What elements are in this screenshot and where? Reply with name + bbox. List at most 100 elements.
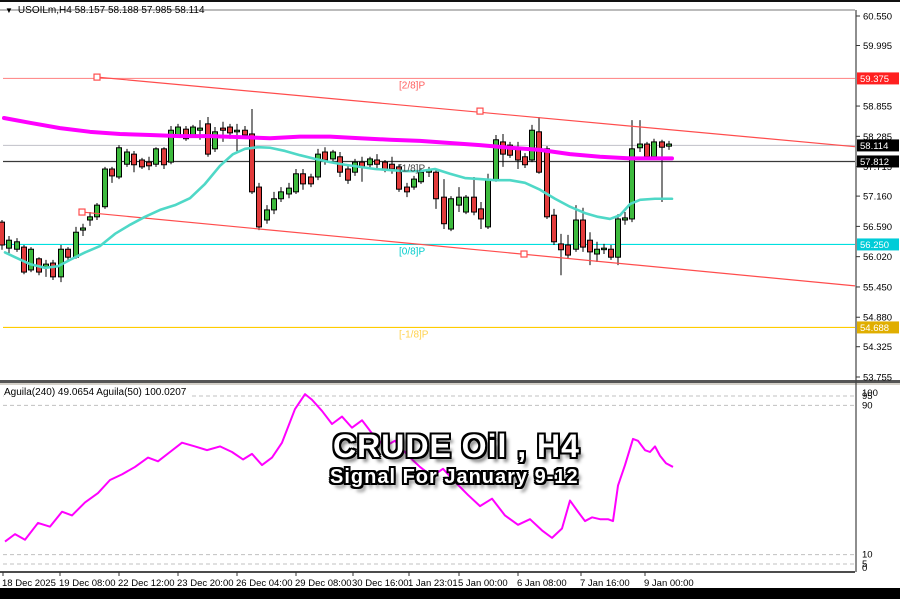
candle-down xyxy=(161,148,167,166)
candle-up xyxy=(456,196,462,206)
candle-down xyxy=(558,243,564,251)
candle-down xyxy=(507,144,513,156)
candle-down xyxy=(580,219,586,248)
svg-text:6 Jan 08:00: 6 Jan 08:00 xyxy=(517,578,567,589)
candle-up xyxy=(573,219,579,250)
svg-text:9 Jan 00:00: 9 Jan 00:00 xyxy=(644,578,694,589)
candle-up xyxy=(14,241,20,250)
price-tag-box xyxy=(857,238,899,251)
svg-text:23 Dec 20:00: 23 Dec 20:00 xyxy=(177,578,234,589)
candle-down xyxy=(227,126,233,134)
candle-up xyxy=(601,247,607,251)
svg-text:90: 90 xyxy=(862,400,873,411)
candle-down xyxy=(608,248,614,258)
candle-down xyxy=(205,123,211,155)
candle-up xyxy=(278,191,284,200)
svg-text:[2/8]P: [2/8]P xyxy=(399,80,425,91)
svg-text:19 Dec 08:00: 19 Dec 08:00 xyxy=(59,578,116,589)
candle-up xyxy=(651,141,657,158)
candle-down xyxy=(183,128,189,140)
candle-up xyxy=(73,231,79,258)
candle-down xyxy=(322,151,328,161)
candle-down xyxy=(308,176,314,185)
svg-text:[1/8]P: [1/8]P xyxy=(399,163,425,174)
candle-down xyxy=(389,163,395,170)
svg-text:59.995: 59.995 xyxy=(863,41,892,52)
svg-text:18 Dec 2025: 18 Dec 2025 xyxy=(2,578,56,589)
svg-text:54.325: 54.325 xyxy=(863,342,892,353)
candle-up xyxy=(94,204,100,218)
trendline-handle[interactable] xyxy=(520,250,528,258)
oscillator-line xyxy=(4,393,674,543)
candle-down xyxy=(249,133,255,193)
candle-up xyxy=(293,173,299,193)
svg-text:26 Dec 04:00: 26 Dec 04:00 xyxy=(236,578,293,589)
svg-text:[-1/8]P: [-1/8]P xyxy=(399,329,429,340)
chart-title-overlay: CRUDE Oil , H4 xyxy=(333,428,580,464)
svg-text:54.880: 54.880 xyxy=(863,313,892,324)
candle-up xyxy=(286,187,292,195)
price-tag-box xyxy=(857,139,899,152)
trendline-handle[interactable] xyxy=(78,208,86,216)
candle-down xyxy=(374,159,380,165)
symbol-info-bar[interactable]: ▼ USOILm,H4 58.157 58.188 57.985 58.114 xyxy=(5,5,205,16)
candle-up xyxy=(264,209,270,221)
svg-text:5: 5 xyxy=(862,559,867,570)
chart-subtitle-overlay: Signal For January 9-12 xyxy=(330,466,579,488)
trendlines[interactable] xyxy=(78,73,856,287)
candle-down xyxy=(404,186,410,193)
candle-down xyxy=(139,159,145,168)
candle-up xyxy=(629,148,635,220)
candle-up xyxy=(330,151,336,160)
window-bottom-bar xyxy=(0,588,900,599)
candle-down xyxy=(551,214,557,243)
candle-up xyxy=(212,131,218,150)
svg-text:7 Jan 16:00: 7 Jan 16:00 xyxy=(580,578,630,589)
candle-down xyxy=(345,168,351,181)
svg-text:57.715: 57.715 xyxy=(863,162,892,173)
candle-down xyxy=(659,141,665,148)
candle-down xyxy=(382,161,388,170)
svg-text:60.550: 60.550 xyxy=(863,12,892,23)
candle-up xyxy=(594,248,600,255)
candle-up xyxy=(529,129,535,161)
candle-down xyxy=(441,196,447,225)
svg-text:58.114: 58.114 xyxy=(860,141,888,152)
price-axis: 60.550 59.995 58.855 58.285 57.715 57.160 56.5… xyxy=(856,12,899,384)
trendline-handle[interactable] xyxy=(476,107,484,115)
price-tag-box xyxy=(857,321,899,334)
ma-fast-line xyxy=(3,145,674,270)
svg-text:58.285: 58.285 xyxy=(863,132,892,143)
svg-text:56.590: 56.590 xyxy=(863,222,892,233)
candle-up xyxy=(637,143,643,149)
candle-down xyxy=(587,239,593,253)
candle-up xyxy=(197,127,203,131)
candle-down xyxy=(565,244,571,256)
candle-down xyxy=(242,129,248,136)
candle-down xyxy=(0,221,5,246)
candle-down xyxy=(65,248,71,258)
candle-down xyxy=(220,127,226,131)
svg-text:53.755: 53.755 xyxy=(863,373,892,384)
svg-text:95: 95 xyxy=(862,391,873,402)
candle-up xyxy=(666,143,672,147)
candle-up xyxy=(80,227,86,231)
svg-text:59.375: 59.375 xyxy=(860,74,889,85)
svg-text:30 Dec 16:00: 30 Dec 16:00 xyxy=(352,578,409,589)
candle-down xyxy=(146,161,152,167)
svg-text:10: 10 xyxy=(862,550,873,561)
candle-up xyxy=(6,239,12,249)
candle-up xyxy=(124,151,130,165)
trendline-handle[interactable] xyxy=(93,73,101,81)
candle-up xyxy=(448,198,454,230)
candle-down xyxy=(478,208,484,220)
chevron-down-icon[interactable]: ▼ xyxy=(5,5,13,15)
price-tag-box xyxy=(857,72,899,85)
svg-text:54.688: 54.688 xyxy=(860,323,889,334)
candle-down xyxy=(396,166,402,190)
candle-up xyxy=(622,217,628,221)
candle-down xyxy=(131,153,137,166)
candle-up xyxy=(485,178,491,228)
